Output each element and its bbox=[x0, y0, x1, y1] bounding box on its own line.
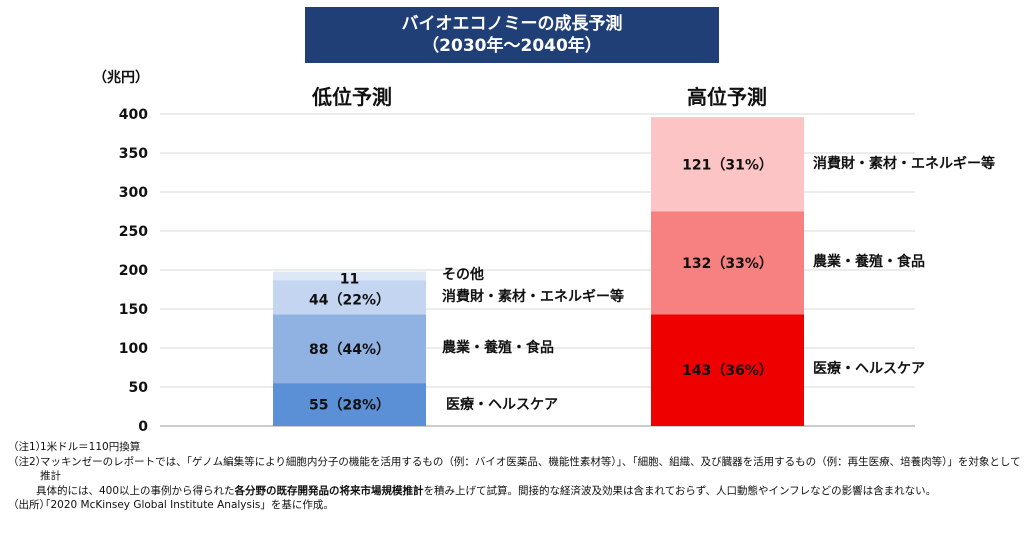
y-axis-unit-label: （兆円） bbox=[93, 70, 149, 86]
bar-segment bbox=[273, 271, 426, 281]
segment-category-label: 農業・養殖・食品 bbox=[442, 339, 554, 356]
y-tick-label: 50 bbox=[129, 380, 149, 396]
y-tick-label: 400 bbox=[119, 107, 148, 123]
note-label: （注1） bbox=[8, 441, 47, 453]
data-label: 55（28%） bbox=[309, 398, 390, 414]
y-tick-label: 300 bbox=[119, 185, 148, 201]
bar-segment bbox=[273, 383, 426, 426]
note-2: （注2） マッキンゼーのレポートでは、「ゲノム編集等により細胞内分子の機能を活用… bbox=[8, 455, 1024, 484]
data-label: 44（22%） bbox=[309, 292, 390, 308]
y-tick-label: 200 bbox=[119, 263, 148, 279]
stacked-bar-chart: 0 50 100 150 200 250 300 350 400 （兆円） 低位予測 55（28%） 医… bbox=[93, 70, 995, 435]
data-label: 11 bbox=[340, 272, 359, 288]
chart-title-box: バイオエコノミーの成長予測 （2030年～2040年） bbox=[305, 7, 719, 63]
data-label: 88（44%） bbox=[309, 342, 390, 358]
bar-segment bbox=[273, 280, 426, 315]
footnotes: （注1） 1米ドル＝110円換算 （注2） マッキンゼーのレポートでは、「ゲノム… bbox=[8, 440, 1024, 513]
segment-category-label: 消費財・素材・エネルギー等 bbox=[813, 155, 995, 172]
bar-group-label: 高位予測 bbox=[687, 85, 767, 109]
note-label: （注2） bbox=[8, 455, 47, 468]
segment-category-label: 医療・ヘルスケア bbox=[813, 360, 925, 377]
segment-category-label: その他 bbox=[442, 266, 484, 283]
data-label: 121（31%） bbox=[682, 157, 773, 173]
bar-group-label: 低位予測 bbox=[311, 85, 392, 109]
y-tick-label: 250 bbox=[119, 224, 148, 240]
data-label: 143（36%） bbox=[682, 363, 773, 379]
note-1: （注1） 1米ドル＝110円換算 bbox=[8, 440, 1024, 455]
bar-segment bbox=[651, 211, 804, 315]
segment-category-label: 消費財・素材・エネルギー等 bbox=[442, 288, 624, 305]
note-text: 「2020 McKinsey Global Institute Analysis… bbox=[40, 499, 334, 512]
y-tick-label: 350 bbox=[119, 146, 148, 162]
note-2-detail: 具体的には、400以上の事例から得られた各分野の既存開発品の将来市場規模推計を積… bbox=[8, 484, 1024, 499]
chart-subtitle: （2030年～2040年） bbox=[422, 36, 602, 56]
note-text: マッキンゼーのレポートでは、「ゲノム編集等により細胞内分子の機能を活用するもの（… bbox=[40, 455, 1021, 483]
bar-segment bbox=[273, 314, 426, 384]
y-tick-label: 0 bbox=[138, 419, 148, 435]
data-label: 132（33%） bbox=[682, 256, 773, 272]
bar-segment bbox=[651, 117, 804, 212]
bar-segment bbox=[651, 314, 804, 426]
note-label: （出所） bbox=[8, 499, 50, 512]
y-tick-label: 150 bbox=[119, 302, 148, 318]
y-tick-label: 100 bbox=[119, 341, 148, 357]
note-text-bold: 各分野の既存開発品の将来市場規模推計 bbox=[234, 484, 424, 497]
chart-title: バイオエコノミーの成長予測 bbox=[401, 14, 623, 34]
note-text: 具体的には、400以上の事例から得られた bbox=[36, 484, 235, 497]
segment-category-label: 医療・ヘルスケア bbox=[446, 396, 558, 413]
source-note: （出所） 「2020 McKinsey Global Institute Ana… bbox=[8, 498, 1024, 513]
note-text: 1米ドル＝110円換算 bbox=[40, 441, 141, 453]
segment-category-label: 農業・養殖・食品 bbox=[813, 253, 925, 270]
note-text: を積み上げて試算。間接的な経済波及効果は含まれておらず、人口動態やインフレなどの… bbox=[423, 484, 937, 497]
